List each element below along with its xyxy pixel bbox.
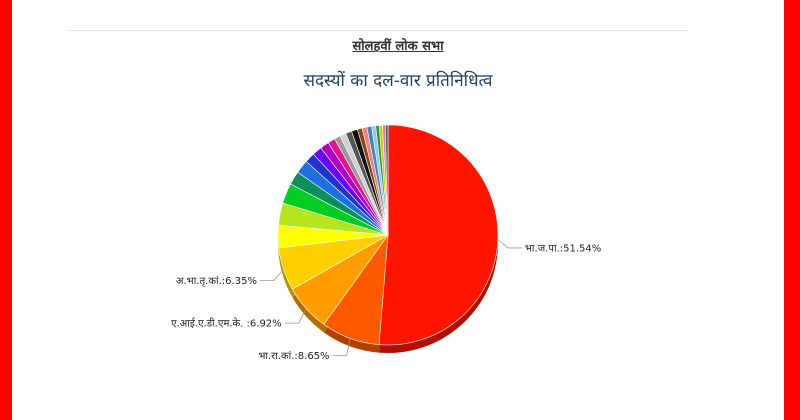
divider xyxy=(67,30,687,31)
label-connector xyxy=(284,308,307,324)
label-connector xyxy=(259,268,284,281)
slice-label: भा.रा.कां.:8.65% xyxy=(258,350,329,362)
label-connector xyxy=(497,239,522,249)
chart-title: सदस्यों का दल-वार प्रतिनिधित्व xyxy=(303,71,493,91)
pie-slice[interactable] xyxy=(384,124,389,236)
label-connector xyxy=(332,338,351,357)
page-heading: सोलहवीं लोक सभा xyxy=(352,39,444,54)
pie-slice[interactable] xyxy=(378,124,499,346)
slice-label: अ.भा.तृ.कां.:6.35% xyxy=(176,275,257,287)
slice-label: भा.ज.पा.:51.54% xyxy=(525,243,601,254)
slice-label: ए.आई.ए.डी.एम.के. :6.92% xyxy=(171,318,282,330)
